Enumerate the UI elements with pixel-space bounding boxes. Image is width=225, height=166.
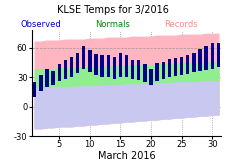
Bar <box>167 59 170 77</box>
Bar <box>70 57 73 77</box>
Bar <box>51 71 54 85</box>
Bar <box>94 54 97 75</box>
Bar <box>76 52 79 73</box>
Bar <box>130 60 134 79</box>
Bar <box>143 64 146 82</box>
Bar <box>155 63 158 81</box>
Bar <box>106 55 109 77</box>
Bar <box>33 82 36 97</box>
Bar <box>185 55 189 74</box>
Bar <box>173 58 176 76</box>
Bar <box>45 69 48 87</box>
Bar <box>191 53 195 72</box>
Bar <box>124 55 128 77</box>
Bar <box>118 52 122 77</box>
Bar <box>149 69 152 85</box>
Bar <box>179 57 182 75</box>
Bar <box>204 46 207 70</box>
Bar <box>82 46 85 69</box>
Bar <box>161 62 164 79</box>
Bar <box>57 64 61 81</box>
Text: Observed: Observed <box>20 20 61 29</box>
Bar <box>112 57 115 79</box>
Bar <box>198 49 201 71</box>
Bar <box>88 50 91 72</box>
Bar <box>210 43 213 69</box>
Bar <box>216 43 219 67</box>
Text: KLSE Temps for 3/2016: KLSE Temps for 3/2016 <box>57 5 168 15</box>
Text: Normals: Normals <box>95 20 130 29</box>
Bar <box>100 55 103 77</box>
Text: Records: Records <box>163 20 197 29</box>
X-axis label: March 2016: March 2016 <box>97 151 155 161</box>
Bar <box>39 75 42 91</box>
Bar <box>137 60 140 80</box>
Bar <box>63 60 67 79</box>
